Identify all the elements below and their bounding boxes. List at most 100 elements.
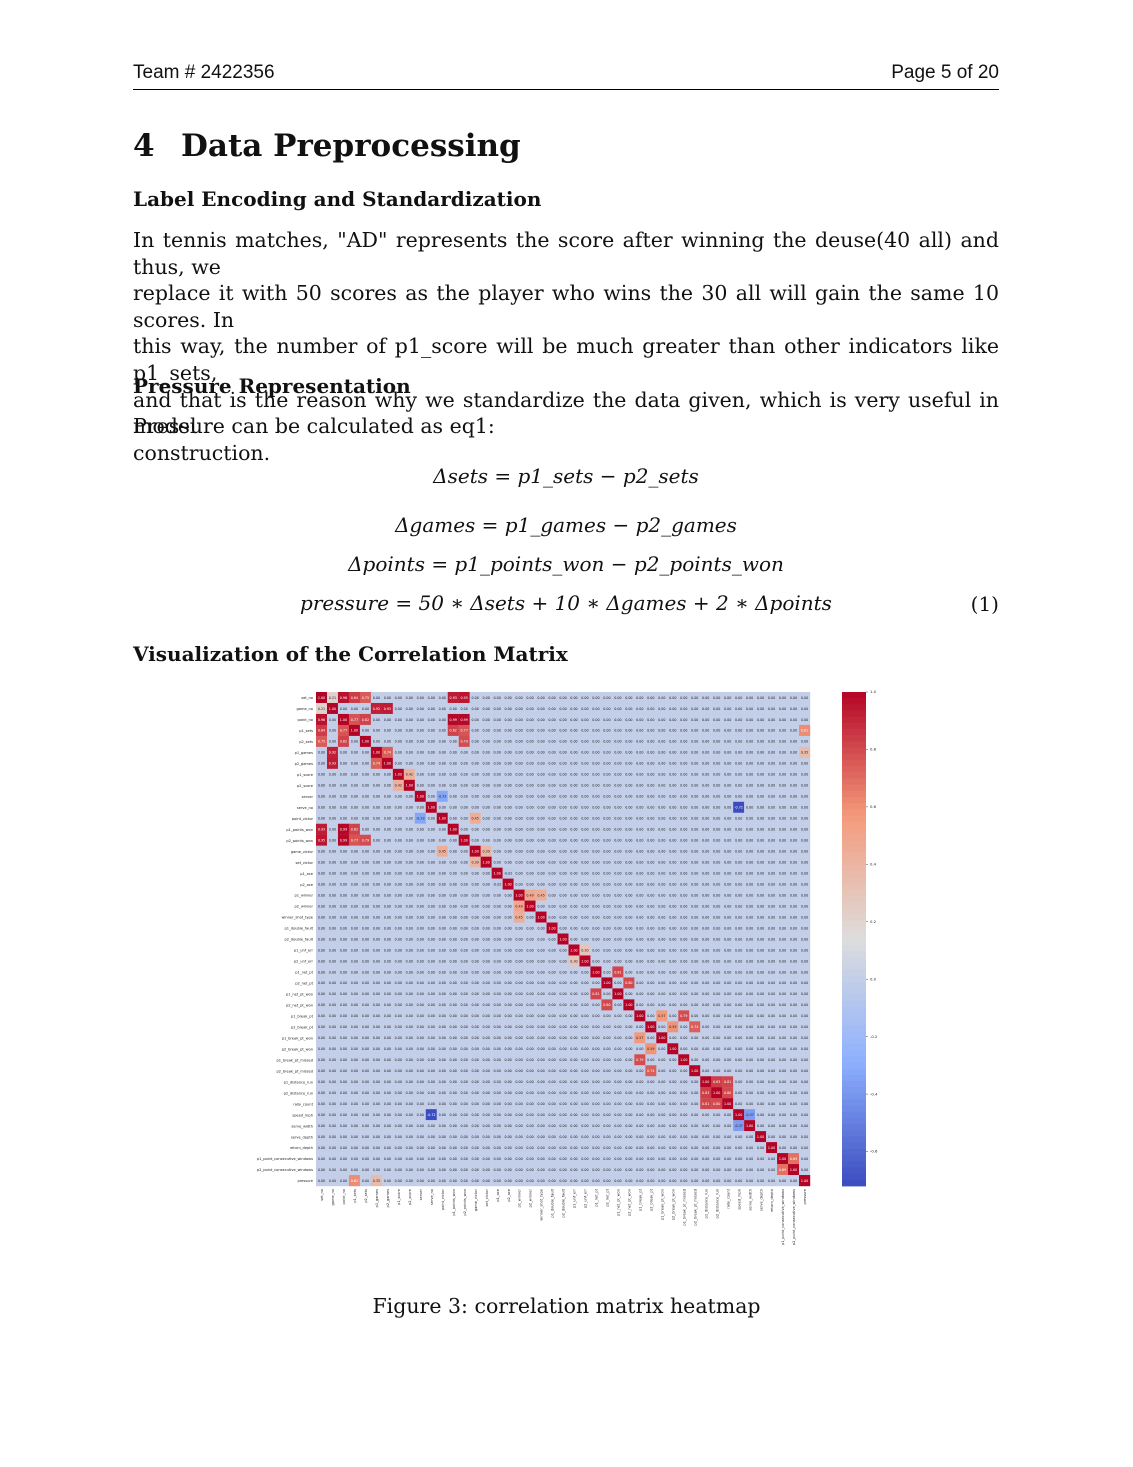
heatmap-cell-label: 0.00 bbox=[691, 806, 698, 810]
heatmap-cell bbox=[535, 944, 547, 956]
heatmap-cell-label: 0.00 bbox=[472, 1102, 479, 1106]
row-tick-label: winner_shot_type bbox=[281, 916, 313, 920]
colorbar-segment bbox=[842, 1136, 866, 1144]
heatmap-cell bbox=[403, 1131, 415, 1143]
heatmap-cell-label: 0.00 bbox=[526, 817, 533, 821]
column-tick-label: p1_break_pt_won bbox=[660, 1189, 664, 1220]
heatmap-cell bbox=[535, 713, 547, 726]
heatmap-cell bbox=[744, 966, 756, 978]
heatmap-cell bbox=[766, 1043, 778, 1055]
heatmap-cell-label: 0.00 bbox=[504, 707, 511, 711]
heatmap-cell-label: 0.00 bbox=[395, 871, 402, 875]
heatmap-cell-label: 0.00 bbox=[329, 992, 336, 996]
heatmap-cell bbox=[579, 966, 591, 978]
heatmap-cell-label: 0.00 bbox=[439, 696, 446, 700]
heatmap-cell-label: 0.00 bbox=[406, 1168, 413, 1172]
heatmap-cell bbox=[722, 692, 734, 704]
heatmap-cell bbox=[513, 856, 525, 868]
heatmap-cell bbox=[370, 845, 383, 857]
heatmap-cell bbox=[491, 1010, 503, 1022]
heatmap-cell-label: 0.00 bbox=[329, 729, 336, 733]
heatmap-cell-label: 0.00 bbox=[801, 806, 808, 810]
heatmap-cell bbox=[711, 1021, 723, 1033]
heatmap-cell bbox=[722, 988, 734, 1000]
heatmap-cell bbox=[436, 922, 448, 934]
heatmap-cell-label: 0.00 bbox=[746, 1146, 753, 1150]
heatmap-cell bbox=[689, 845, 701, 857]
heatmap-cell bbox=[722, 1087, 734, 1099]
heatmap-cell bbox=[645, 724, 657, 737]
heatmap-cell bbox=[447, 933, 459, 945]
heatmap-cell bbox=[326, 889, 339, 901]
heatmap-cell-label: 0.00 bbox=[537, 1124, 544, 1128]
heatmap-cell-label: 0.00 bbox=[680, 806, 687, 810]
heatmap-cell bbox=[502, 999, 514, 1011]
heatmap-cell-label: 0.00 bbox=[406, 1080, 413, 1084]
heatmap-cell-label: 0.00 bbox=[702, 1124, 709, 1128]
heatmap-cell-label: 0.00 bbox=[636, 1091, 643, 1095]
heatmap-cell-label: 0.00 bbox=[428, 1080, 435, 1084]
heatmap-cell-label: 0.00 bbox=[658, 992, 665, 996]
heatmap-cell bbox=[316, 1153, 328, 1165]
heatmap-cell bbox=[480, 911, 492, 923]
heatmap-cell bbox=[777, 911, 789, 923]
heatmap-cell-label: -0.33 bbox=[416, 817, 425, 821]
heatmap-cell bbox=[359, 1010, 372, 1022]
heatmap-cell bbox=[722, 977, 734, 989]
heatmap-cell-label: 0.00 bbox=[735, 1069, 742, 1073]
heatmap-cell-label: 0.00 bbox=[658, 970, 665, 974]
heatmap-cell bbox=[579, 900, 591, 912]
heatmap-cell-label: 0.00 bbox=[428, 959, 435, 963]
heatmap-cell bbox=[755, 746, 767, 759]
heatmap-cell bbox=[381, 1043, 394, 1055]
heatmap-cell bbox=[590, 757, 602, 770]
heatmap-cell bbox=[447, 812, 459, 824]
heatmap-cell bbox=[601, 1131, 613, 1143]
heatmap-cell bbox=[359, 933, 372, 945]
heatmap-cell-label: 0.00 bbox=[669, 839, 676, 843]
heatmap-cell bbox=[700, 692, 712, 704]
column-tick-label: p1_point_consecutive_windows bbox=[781, 1189, 785, 1245]
heatmap-cell bbox=[348, 1109, 361, 1121]
heatmap-cell bbox=[458, 955, 470, 967]
heatmap-cell-label: 0.00 bbox=[757, 740, 764, 744]
heatmap-cell-label: 0.00 bbox=[757, 1014, 764, 1018]
heatmap-cell bbox=[513, 702, 525, 715]
heatmap-cell-label: 0.00 bbox=[329, 1102, 336, 1106]
heatmap-cell-label: 0.00 bbox=[318, 981, 325, 985]
heatmap-cell-label: 0.00 bbox=[691, 926, 698, 930]
heatmap-cell bbox=[326, 801, 339, 813]
heatmap-cell-label: 0.00 bbox=[581, 806, 588, 810]
heatmap-cell bbox=[689, 977, 701, 989]
row-tick-label: p1_break_pt_missed bbox=[276, 1058, 313, 1062]
heatmap-cell-label: 0.00 bbox=[614, 850, 621, 854]
heatmap-cell-label: 0.00 bbox=[548, 1102, 555, 1106]
heatmap-cell-label: 0.00 bbox=[581, 860, 588, 864]
heatmap-cell bbox=[458, 988, 470, 1000]
heatmap-cell bbox=[480, 845, 492, 857]
heatmap-cell bbox=[700, 911, 712, 923]
heatmap-cell bbox=[788, 801, 800, 813]
heatmap-cell-label: 0.00 bbox=[614, 795, 621, 799]
heatmap-cell-label: 0.00 bbox=[340, 1080, 347, 1084]
heatmap-cell-label: 0.00 bbox=[461, 795, 468, 799]
heatmap-cell-label: 0.00 bbox=[636, 1146, 643, 1150]
heatmap-cell bbox=[403, 1076, 415, 1088]
heatmap-cell-label: 0.00 bbox=[746, 729, 753, 733]
heatmap-cell-label: 0.00 bbox=[625, 696, 632, 700]
heatmap-cell-label: 0.00 bbox=[713, 773, 720, 777]
heatmap-cell-label: 0.00 bbox=[801, 850, 808, 854]
heatmap-cell-label: 0.00 bbox=[340, 784, 347, 788]
heatmap-cell bbox=[711, 999, 723, 1011]
heatmap-cell-label: 0.00 bbox=[515, 1157, 522, 1161]
heatmap-cell bbox=[711, 790, 723, 802]
heatmap-cell bbox=[788, 1021, 800, 1033]
heatmap-cell bbox=[469, 900, 481, 912]
heatmap-cell-label: 0.00 bbox=[669, 1124, 676, 1128]
heatmap-cell-label: 0.00 bbox=[570, 828, 577, 832]
heatmap-cell-label: 0.00 bbox=[439, 762, 446, 766]
heatmap-cell-label: 0.00 bbox=[373, 1069, 380, 1073]
heatmap-cell bbox=[568, 1021, 580, 1033]
heatmap-cell-label: 0.00 bbox=[329, 1025, 336, 1029]
heatmap-cell bbox=[469, 1076, 481, 1088]
